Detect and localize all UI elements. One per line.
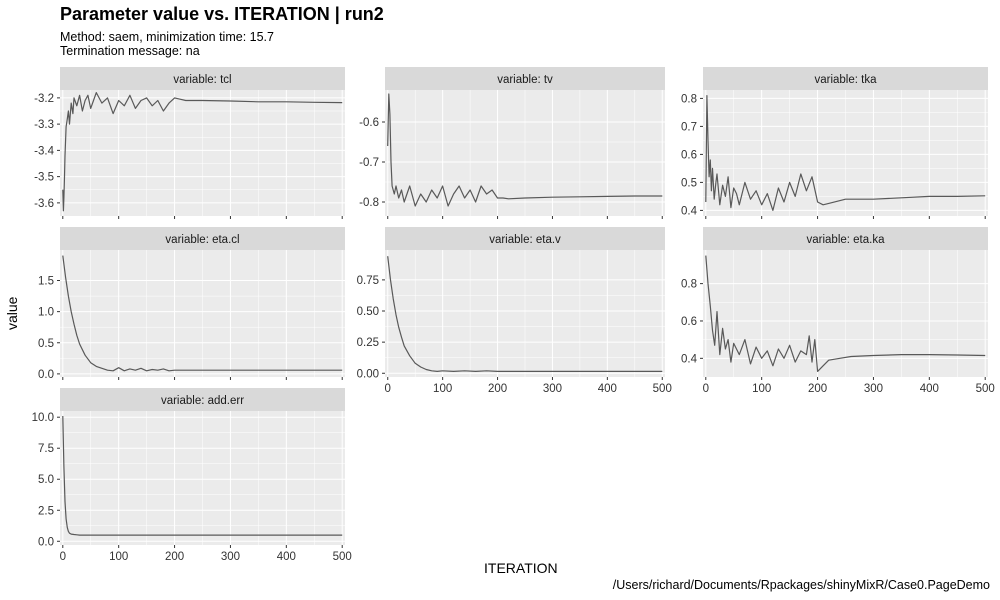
chart-subtitle-method: Method: saem, minimization time: 15.7	[60, 30, 274, 44]
y-tick-label: 10.0	[32, 412, 54, 424]
x-tick-label: 0	[703, 383, 709, 395]
series-line	[705, 255, 986, 372]
facet-strip	[60, 388, 345, 411]
facet-panel: variable: eta.ka 0.4 0.6 0.8 0 100 200 300 400 50…	[681, 227, 995, 395]
facet-strip	[385, 67, 665, 90]
x-tick-label: 300	[221, 551, 240, 563]
x-tick-label: 100	[109, 551, 128, 563]
facet-panel: variable: tcl -3.6 -3.5 -3.4 -3.3 -3.2	[34, 67, 345, 219]
series-line	[62, 255, 343, 372]
facet-strip-label: variable: tka	[814, 74, 877, 86]
facet-strip-label: variable: eta.v	[489, 234, 561, 246]
y-tick-label: -3.4	[34, 145, 54, 157]
y-tick-label: -3.2	[34, 93, 54, 105]
x-tick-label: 400	[277, 551, 296, 563]
caption-path: /Users/richard/Documents/Rpackages/shiny…	[612, 578, 990, 592]
x-tick-label: 300	[864, 383, 883, 395]
y-tick-label: 0.00	[357, 368, 379, 380]
y-tick-label: 0.50	[357, 306, 379, 318]
series-line	[705, 94, 986, 211]
y-tick-label: -3.3	[34, 119, 54, 131]
x-tick-label: 0	[60, 551, 66, 563]
y-tick-label: -3.6	[34, 198, 54, 210]
y-tick-label: 0.0	[38, 369, 54, 381]
y-tick-label: 0.4	[681, 205, 698, 217]
x-tick-label: 0	[385, 383, 391, 395]
facet-strip-label: variable: add.err	[161, 395, 244, 407]
y-tick-label: -0.6	[359, 117, 379, 129]
y-tick-label: 0.6	[681, 316, 697, 328]
chart-subtitle-termination: Termination message: na	[60, 44, 200, 58]
facet-strip-label: variable: eta.ka	[807, 234, 886, 246]
y-tick-label: 0.8	[681, 279, 697, 291]
chart-title: Parameter value vs. ITERATION | run2	[60, 4, 384, 24]
x-tick-label: 100	[752, 383, 771, 395]
x-tick-label: 200	[808, 383, 827, 395]
x-tick-label: 500	[653, 383, 672, 395]
series-line	[387, 256, 663, 372]
y-tick-label: 1.0	[38, 307, 54, 319]
y-tick-label: 0.6	[681, 149, 697, 161]
facet-strip-label: variable: tv	[497, 74, 553, 86]
x-tick-label: 300	[543, 383, 562, 395]
x-tick-label: 400	[598, 383, 617, 395]
y-tick-label: 0.5	[38, 338, 54, 350]
y-tick-label: 0.0	[38, 536, 54, 548]
y-tick-label: 0.5	[681, 177, 697, 189]
x-tick-label: 400	[920, 383, 939, 395]
facet-panel: variable: add.err 0.0 2.5 5.0 7.5 10.0 0 100 200…	[32, 388, 352, 563]
facet-strip	[703, 67, 988, 90]
facet-panel: variable: tka 0.4 0.5 0.6 0.7 0.8	[681, 67, 988, 219]
facet-strip	[385, 227, 665, 250]
facet-panel: variable: eta.cl 0.0 0.5 1.0 1.5	[38, 227, 345, 381]
facet-panel: variable: tv -0.8 -0.7 -0.6	[359, 67, 665, 219]
facet-panel: variable: eta.v 0.00 0.25 0.50 0.75 0 100 200 30…	[357, 227, 672, 395]
y-tick-label: -0.7	[359, 157, 379, 169]
y-tick-label: 0.8	[681, 93, 697, 105]
series-line	[62, 91, 343, 212]
facet-strip	[60, 227, 345, 250]
facet-strip-label: variable: eta.cl	[165, 234, 239, 246]
x-tick-label: 200	[488, 383, 507, 395]
y-tick-label: 7.5	[38, 443, 54, 455]
y-tick-label: 0.7	[681, 121, 697, 133]
y-tick-label: 2.5	[38, 505, 54, 517]
series-line	[62, 415, 343, 536]
y-tick-label: 5.0	[38, 474, 54, 486]
x-axis-label: ITERATION	[484, 560, 558, 576]
y-tick-label: -3.5	[34, 172, 54, 184]
x-tick-label: 500	[976, 383, 995, 395]
facet-strip-label: variable: tcl	[173, 74, 231, 86]
x-tick-label: 500	[333, 551, 352, 563]
y-tick-label: 0.75	[357, 275, 379, 287]
y-tick-label: 0.25	[357, 337, 379, 349]
series-line	[387, 93, 663, 207]
facet-strip	[703, 227, 988, 250]
y-axis-label: value	[4, 296, 20, 330]
facet-strip	[60, 67, 345, 90]
x-tick-label: 100	[433, 383, 452, 395]
y-tick-label: 1.5	[38, 276, 54, 288]
y-tick-label: -0.8	[359, 197, 379, 209]
y-tick-label: 0.4	[681, 353, 698, 365]
x-tick-label: 200	[165, 551, 184, 563]
